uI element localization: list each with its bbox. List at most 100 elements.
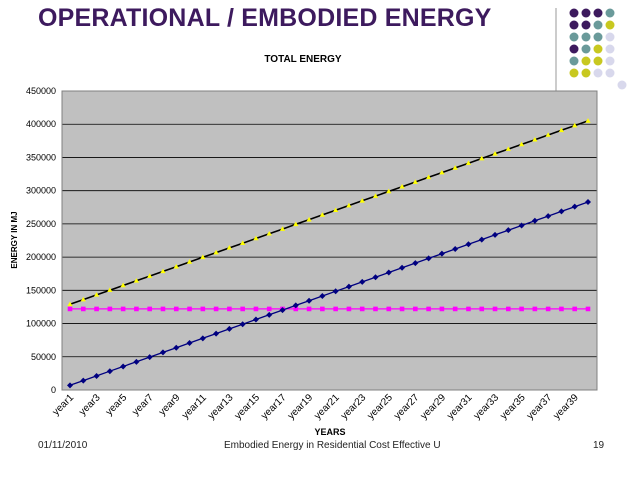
decor-dot bbox=[569, 8, 579, 18]
data-point-total bbox=[306, 216, 312, 222]
data-point-embodied bbox=[506, 306, 511, 312]
data-point-total bbox=[107, 287, 113, 292]
data-point-operational bbox=[492, 231, 499, 238]
data-point-operational bbox=[80, 377, 87, 384]
plot-border bbox=[61, 90, 598, 391]
x-tick-label: year33 bbox=[472, 392, 502, 422]
x-tick-label: year39 bbox=[551, 392, 581, 422]
data-point-total bbox=[200, 254, 206, 260]
data-point-total bbox=[319, 212, 325, 217]
y-tick-label: 300000 bbox=[26, 186, 56, 196]
x-tick-label: year13 bbox=[206, 392, 236, 422]
data-point-embodied bbox=[439, 306, 445, 312]
data-point-total bbox=[160, 268, 166, 274]
data-point-embodied bbox=[545, 306, 551, 312]
data-point-total bbox=[120, 282, 126, 288]
data-point-operational bbox=[239, 321, 246, 328]
data-point-operational bbox=[412, 260, 419, 267]
x-axis-title: YEARS bbox=[314, 427, 345, 437]
data-point-total bbox=[93, 292, 100, 297]
data-point-total bbox=[266, 230, 272, 236]
data-point-embodied bbox=[359, 306, 365, 312]
x-tick-label: year27 bbox=[392, 392, 422, 422]
decor-dot bbox=[605, 56, 615, 66]
data-point-total bbox=[80, 296, 86, 302]
data-point-operational bbox=[173, 344, 180, 351]
footer-date: 01/11/2010 bbox=[38, 440, 88, 451]
data-point-embodied bbox=[80, 306, 86, 312]
decor-dot bbox=[593, 44, 603, 54]
data-point-total bbox=[226, 245, 232, 250]
data-point-total bbox=[333, 207, 339, 213]
data-point-embodied bbox=[120, 306, 126, 312]
data-point-embodied bbox=[213, 306, 219, 312]
data-point-total bbox=[133, 277, 140, 283]
series-layer bbox=[67, 118, 591, 389]
data-point-total bbox=[585, 118, 591, 123]
data-point-embodied bbox=[519, 306, 524, 312]
x-tick-label: year1 bbox=[51, 392, 77, 418]
x-tick-label: year3 bbox=[77, 392, 103, 418]
y-tick-label: 400000 bbox=[26, 119, 56, 129]
data-point-embodied bbox=[67, 306, 73, 312]
y-tick-label: 350000 bbox=[26, 152, 56, 162]
data-point-total bbox=[492, 151, 498, 156]
decor-dot bbox=[605, 68, 615, 78]
decor-dot bbox=[593, 68, 603, 78]
data-point-embodied bbox=[160, 306, 166, 312]
x-tick-label: year5 bbox=[104, 392, 130, 418]
y-tick-label: 150000 bbox=[26, 285, 56, 295]
x-tick-label: year31 bbox=[445, 392, 475, 422]
data-point-operational bbox=[452, 245, 459, 252]
slide-title: OPERATIONAL / EMBODIED ENERGY bbox=[38, 4, 492, 32]
data-point-embodied bbox=[386, 306, 392, 312]
data-point-total bbox=[452, 165, 458, 170]
data-point-embodied bbox=[373, 306, 378, 312]
data-point-embodied bbox=[240, 306, 245, 312]
decor-dot bbox=[581, 44, 591, 54]
data-point-operational bbox=[120, 363, 127, 370]
decor-dot bbox=[593, 8, 603, 18]
data-point-operational bbox=[159, 349, 166, 356]
data-point-total bbox=[545, 132, 551, 137]
data-point-embodied bbox=[585, 306, 591, 312]
data-point-total bbox=[532, 136, 538, 142]
data-point-operational bbox=[372, 274, 379, 281]
data-point-operational bbox=[279, 307, 286, 314]
data-point-operational bbox=[518, 222, 525, 229]
data-point-operational bbox=[226, 325, 233, 332]
decor-dot bbox=[581, 56, 591, 66]
data-point-total bbox=[186, 259, 193, 264]
data-point-total bbox=[173, 263, 179, 269]
data-point-total bbox=[399, 183, 405, 189]
y-tick-label: 450000 bbox=[26, 86, 56, 96]
decor-dot bbox=[605, 44, 615, 54]
data-point-embodied bbox=[266, 306, 272, 312]
series-line-total bbox=[69, 120, 589, 306]
y-tick-label: 250000 bbox=[26, 219, 56, 229]
series-line-operational bbox=[69, 201, 589, 386]
x-tick-label: year17 bbox=[259, 392, 289, 422]
data-point-embodied bbox=[452, 306, 458, 312]
series-operational bbox=[67, 198, 591, 389]
data-point-total bbox=[412, 179, 418, 184]
x-tick-label: year9 bbox=[157, 392, 183, 418]
decor-dot bbox=[569, 56, 579, 66]
footer-text: Embodied Energy in Residential Cost Effe… bbox=[224, 440, 441, 451]
decor-dot bbox=[569, 20, 579, 30]
decor-dot bbox=[617, 80, 627, 90]
series-total bbox=[67, 118, 591, 307]
data-point-operational bbox=[306, 297, 313, 304]
x-tick-label: year21 bbox=[312, 392, 342, 422]
data-point-total bbox=[439, 169, 445, 175]
data-point-embodied bbox=[333, 306, 338, 312]
x-tick-label: year15 bbox=[233, 392, 263, 422]
data-point-embodied bbox=[107, 306, 113, 312]
data-point-operational bbox=[67, 382, 73, 389]
data-point-operational bbox=[345, 283, 352, 290]
data-point-total bbox=[67, 301, 73, 307]
data-point-embodied bbox=[532, 306, 538, 312]
decor-dot bbox=[593, 56, 603, 66]
